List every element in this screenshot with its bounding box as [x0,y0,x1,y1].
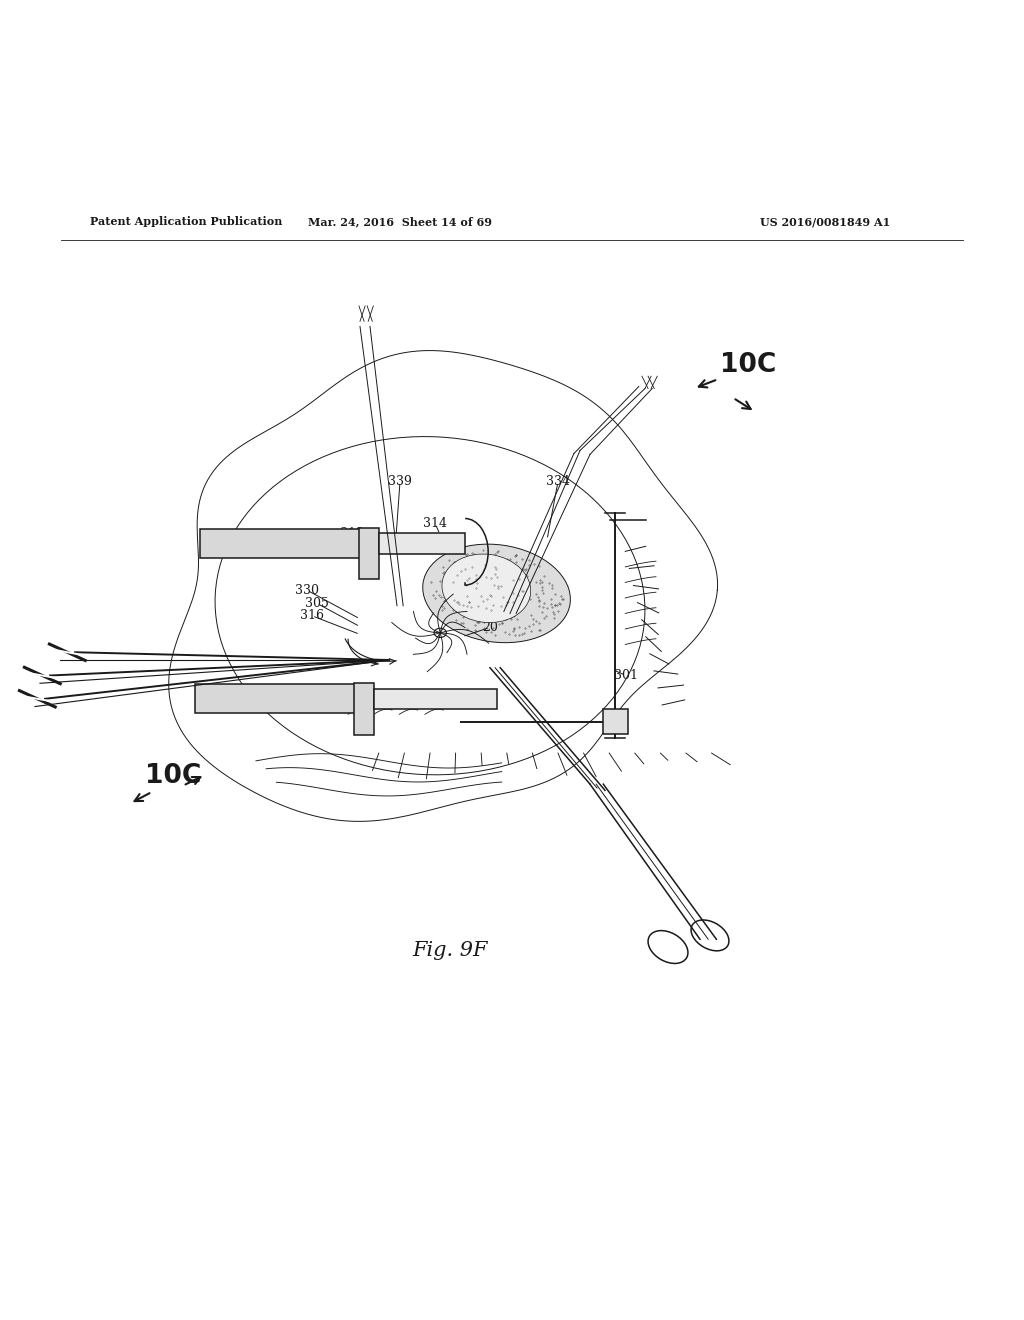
Text: 305: 305 [305,597,329,610]
Text: 334: 334 [546,475,570,488]
Bar [195,685,364,713]
Bar [379,533,465,554]
Text: 339: 339 [388,475,412,488]
Text: Patent Application Publication: Patent Application Publication [90,216,283,227]
Text: 10C: 10C [720,352,776,379]
Bar [358,528,379,579]
Text: 10C: 10C [145,763,202,789]
Text: 330: 330 [295,583,319,597]
Ellipse shape [442,554,530,623]
Text: Mar. 24, 2016  Sheet 14 of 69: Mar. 24, 2016 Sheet 14 of 69 [308,216,492,227]
Ellipse shape [423,544,570,643]
Text: US 2016/0081849 A1: US 2016/0081849 A1 [760,216,890,227]
Bar [374,689,497,709]
Text: 314: 314 [423,517,447,529]
Text: 312: 312 [340,527,364,540]
Bar [603,709,629,734]
Bar [353,684,374,735]
Text: 20: 20 [482,620,498,634]
Text: 316: 316 [300,610,324,622]
Text: Fig. 9F: Fig. 9F [413,941,487,961]
Text: 301: 301 [614,669,638,682]
Bar [200,529,369,558]
